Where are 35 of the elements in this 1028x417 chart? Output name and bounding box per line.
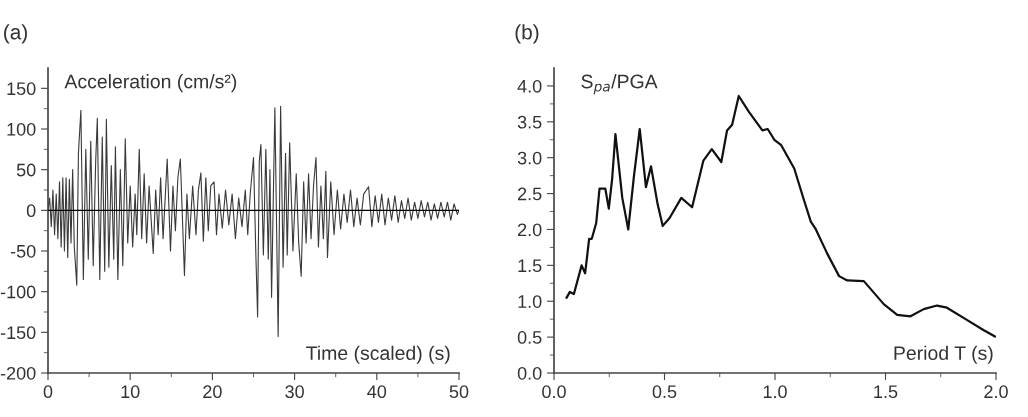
y-tick-label: 0: [26, 204, 36, 218]
y-tick-label: 1.0: [518, 295, 542, 308]
y-tick-label: 3.5: [517, 115, 542, 129]
y-tick-label: 50: [16, 163, 36, 177]
x-tick-label: 1.0: [763, 385, 787, 399]
y-tick-label: 2.0: [518, 223, 542, 237]
x-axis-title: Period T (s): [894, 345, 993, 364]
y-tick-label: 100: [7, 122, 36, 136]
y-axis-title: Acceleration (cm/s²): [64, 74, 237, 93]
y-tick-label: -150: [0, 326, 36, 340]
chart-title: (a): [4, 24, 27, 44]
y-tick-label: -200: [0, 366, 36, 380]
y-tick-label: 3.0: [517, 151, 542, 165]
y-tick-label: 0.0: [517, 366, 542, 380]
x-tick-label: 0.0: [542, 385, 566, 399]
y-tick-label: -100: [0, 285, 36, 299]
y-tick-label: 4.0: [517, 79, 542, 93]
x-tick-label: 20: [203, 385, 222, 399]
y-tick-label: 1.5: [518, 259, 542, 273]
x-tick-label: 50: [449, 385, 469, 399]
x-tick-label: 0: [43, 385, 53, 399]
x-tick-label: 2.0: [984, 385, 1008, 399]
y-tick-label: 150: [7, 82, 36, 96]
y-tick-label: 0.5: [517, 331, 542, 344]
y-tick-label: -50: [10, 244, 36, 258]
x-tick-label: 1.5: [874, 385, 898, 399]
x-tick-label: 10: [121, 385, 140, 399]
line-series: [565, 94, 996, 338]
x-tick-label: 30: [285, 385, 304, 399]
x-tick-label: 40: [367, 385, 387, 399]
chart-title: (b): [515, 24, 539, 44]
x-tick-label: 0.5: [652, 385, 677, 399]
y-axis-title: S$_{pa}$/PGA: [581, 74, 658, 95]
y-tick-label: 2.5: [518, 187, 542, 201]
x-axis-title: Time (scaled) (s): [306, 345, 450, 364]
